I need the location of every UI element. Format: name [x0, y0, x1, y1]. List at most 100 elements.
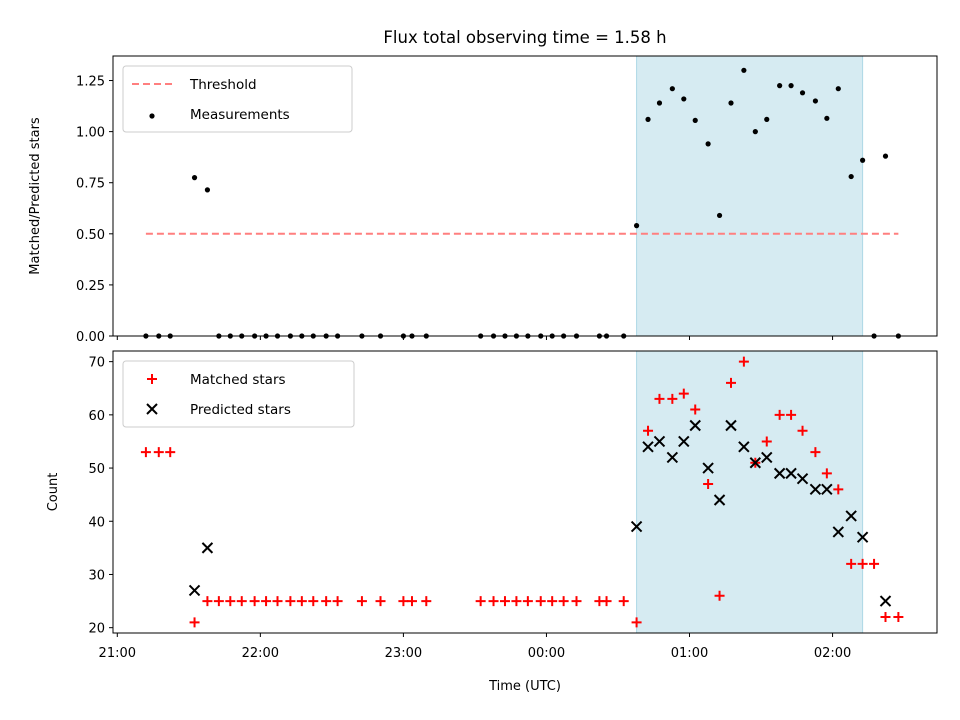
matched-star-point: [272, 596, 283, 607]
matched-star-point: [631, 617, 642, 628]
y-tick-label: 1.25: [76, 75, 105, 90]
measurement-point: [752, 129, 758, 135]
y-tick-label: 50: [88, 462, 105, 477]
matched-star-point: [678, 388, 689, 399]
matched-star-point: [511, 596, 522, 607]
matched-star-point: [522, 596, 533, 607]
predicted-star-point: [725, 419, 737, 432]
y-tick-label: 70: [88, 356, 105, 371]
predicted-star-point: [738, 441, 750, 453]
legend-matched-swatch: [147, 374, 157, 384]
matched-star-point: [714, 590, 725, 601]
matched-star-point: [797, 425, 808, 436]
predicted-star-point: [821, 483, 833, 496]
matched-star-point: [421, 596, 432, 607]
measurement-point: [741, 67, 747, 73]
measurement-point: [645, 116, 651, 122]
matched-star-point: [165, 447, 176, 458]
matched-star-point: [643, 425, 654, 436]
matched-star-point: [654, 393, 665, 404]
matched-star-point: [375, 596, 386, 607]
measurement-point: [882, 153, 889, 159]
matched-star-point: [703, 479, 714, 490]
predicted-star-point: [845, 510, 857, 522]
matched-star-point: [356, 596, 367, 607]
matched-star-point: [893, 612, 904, 623]
legend-measurement-swatch: [149, 113, 155, 119]
matched-star-point: [153, 447, 164, 458]
matched-star-point: [499, 596, 510, 607]
matched-star-point: [488, 596, 499, 607]
measurement-point: [692, 117, 698, 123]
matched-star-point: [213, 596, 224, 607]
matched-star-point: [618, 596, 629, 607]
measurement-point: [633, 223, 640, 229]
matched-star-point: [667, 393, 678, 404]
predicted-star-point: [879, 595, 892, 607]
legend-box: [122, 360, 355, 428]
measurement-point: [191, 175, 198, 181]
axes-frame: [112, 350, 938, 634]
measurement-point: [860, 157, 866, 163]
measurement-point: [728, 100, 734, 106]
predicted-star-point: [713, 494, 726, 506]
predicted-star-point: [678, 435, 690, 448]
matched-star-point: [869, 558, 880, 569]
measurement-point: [204, 187, 211, 193]
legend-predicted-swatch: [146, 403, 158, 415]
predicted-star-point: [201, 542, 214, 554]
predicted-star-point: [796, 472, 809, 485]
y-tick-label: 0.25: [76, 279, 105, 294]
measurement-point: [681, 96, 687, 102]
y-tick-label: 0.50: [76, 228, 105, 243]
legend: Threshold Measurements: [122, 65, 353, 133]
matched-star-point: [225, 596, 236, 607]
matched-star-point: [547, 596, 558, 607]
y-tick-label: 40: [88, 515, 105, 530]
x-tick-label: 01:00: [671, 646, 708, 661]
matched-star-point: [475, 596, 486, 607]
matched-star-point: [398, 596, 409, 607]
predicted-star-point: [188, 584, 201, 597]
y-tick-label: 30: [88, 568, 105, 583]
matched-star-point: [821, 468, 832, 479]
predicted-star-point: [653, 435, 666, 448]
legend: Matched stars Predicted stars: [122, 360, 355, 428]
matched-star-point: [296, 596, 307, 607]
measurement-point: [824, 115, 830, 121]
matched-star-point: [285, 596, 296, 607]
y-tick-label: 0.75: [76, 177, 105, 192]
predicted-star-point: [630, 520, 643, 533]
matched-star-point: [140, 447, 151, 458]
predicted-star-point: [809, 483, 822, 496]
y-tick-label: 0.00: [76, 330, 105, 345]
predicted-star-point: [785, 467, 797, 480]
measurement-point: [777, 83, 783, 89]
predicted-star-point: [761, 451, 773, 464]
predicted-star-point: [749, 457, 762, 469]
matched-star-point: [406, 596, 417, 607]
legend-label: Threshold: [189, 77, 257, 93]
observing-interval-band: [636, 55, 864, 337]
xlabel: Time (UTC): [488, 679, 561, 694]
measurement-point: [812, 98, 819, 104]
panel-top: 0.00 0.25 0.50 0.75 1.00 1.25 Threshold Measure…: [76, 55, 938, 345]
matched-star-point: [261, 596, 272, 607]
matched-star-point: [810, 447, 821, 458]
predicted-star-point: [856, 531, 869, 543]
matched-star-point: [558, 596, 569, 607]
ylabel-bottom: Count: [46, 473, 61, 512]
legend-box: [122, 65, 353, 133]
ylabel-top: Matched/Predicted stars: [28, 117, 43, 275]
measurement-point: [669, 86, 675, 92]
x-tick-label: 00:00: [528, 646, 565, 661]
predicted-star-point: [642, 441, 654, 453]
matched-star-point: [786, 409, 797, 420]
matched-star-point: [535, 596, 546, 607]
matched-star-point: [321, 596, 332, 607]
predicted-star-point: [702, 462, 714, 474]
matched-star-point: [332, 596, 343, 607]
series-predicted-stars: [188, 419, 892, 607]
matched-star-point: [601, 596, 612, 607]
